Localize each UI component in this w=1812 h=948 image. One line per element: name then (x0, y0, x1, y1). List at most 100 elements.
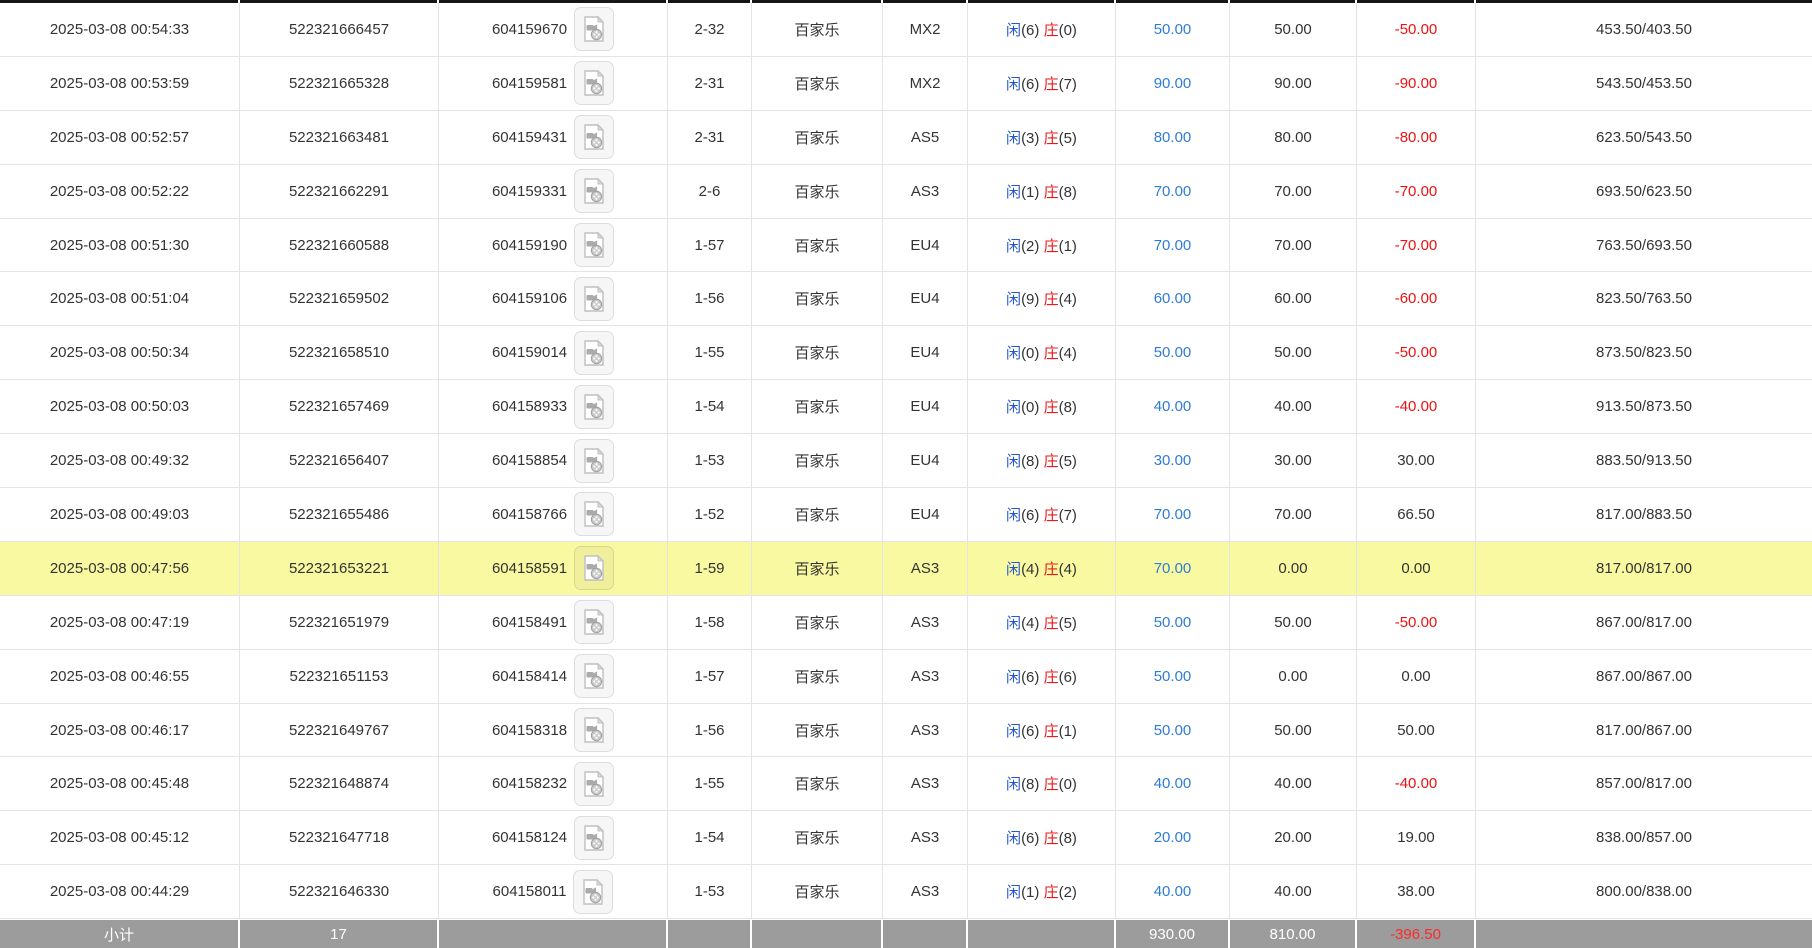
balance-before-after: 623.50/543.50 (1476, 110, 1812, 165)
player-score: (4) (1021, 560, 1040, 578)
player-score: (6) (1021, 21, 1040, 39)
round-id: 604159670 (491, 20, 568, 38)
round-id-cell: 604158318 (439, 703, 668, 758)
video-replay-button[interactable] (574, 492, 615, 537)
game-result: 闲(6) 庄(6) (968, 649, 1116, 704)
bet-id: 522321649767 (240, 703, 439, 758)
round-number: 1-53 (668, 434, 752, 489)
video-replay-button[interactable] (574, 7, 615, 52)
banker-label: 庄 (1043, 884, 1059, 902)
bet-time: 2025-03-08 00:50:03 (0, 380, 240, 435)
player-score: (0) (1021, 345, 1040, 363)
video-replay-button[interactable] (574, 600, 615, 645)
video-replay-button[interactable] (574, 708, 615, 753)
game-name: 百家乐 (752, 488, 883, 542)
valid-bet-amount: 70.00 (1230, 488, 1357, 542)
table-code: MX2 (883, 56, 968, 111)
bet-time: 2025-03-08 00:47:19 (0, 595, 240, 650)
game-name: 百家乐 (752, 541, 883, 596)
round-id-cell: 604159190 (439, 218, 668, 273)
win-loss-value: -50.00 (1394, 613, 1438, 631)
banker-score: (5) (1058, 453, 1077, 471)
table-row[interactable]: 2025-03-08 00:51:04 522321659502 6041591… (0, 272, 1812, 327)
win-loss: -60.00 (1357, 272, 1476, 327)
banker-score: (4) (1058, 345, 1077, 363)
video-replay-button[interactable] (574, 276, 615, 321)
table-row[interactable]: 2025-03-08 00:50:34 522321658510 6041590… (0, 326, 1812, 381)
bet-time: 2025-03-08 00:49:32 (0, 434, 240, 489)
balance-before-after: 913.50/873.50 (1476, 380, 1812, 435)
player-score: (6) (1021, 722, 1040, 740)
table-row[interactable]: 2025-03-08 00:47:56 522321653221 6041585… (0, 541, 1812, 596)
player-label: 闲 (1006, 183, 1022, 201)
table-row[interactable]: 2025-03-08 00:45:48 522321648874 6041582… (0, 757, 1812, 812)
valid-bet-amount: 0.00 (1230, 649, 1357, 704)
table-row[interactable]: 2025-03-08 00:49:32 522321656407 6041588… (0, 434, 1812, 489)
banker-label: 庄 (1043, 183, 1059, 201)
table-row[interactable]: 2025-03-08 00:46:55 522321651153 6041584… (0, 649, 1812, 704)
video-replay-button[interactable] (574, 223, 615, 267)
round-id-cell: 604159581 (439, 56, 668, 111)
banker-score: (4) (1058, 291, 1077, 309)
table-row[interactable]: 2025-03-08 00:47:19 522321651979 6041584… (0, 595, 1812, 650)
banker-score: (0) (1058, 21, 1077, 39)
valid-bet-amount: 40.00 (1230, 380, 1357, 435)
win-loss: -70.00 (1357, 164, 1476, 219)
player-score: (6) (1021, 75, 1040, 93)
video-replay-button[interactable] (574, 115, 615, 160)
game-result: 闲(0) 庄(8) (968, 380, 1116, 435)
table-code: EU4 (883, 218, 968, 273)
table-row[interactable]: 2025-03-08 00:50:03 522321657469 6041589… (0, 380, 1812, 435)
valid-bet-amount: 50.00 (1230, 3, 1357, 57)
bet-time: 2025-03-08 00:45:12 (0, 811, 240, 866)
video-replay-button[interactable] (574, 61, 615, 106)
video-replay-button[interactable] (574, 169, 615, 214)
video-replay-button[interactable] (573, 869, 614, 914)
table-row[interactable]: 2025-03-08 00:51:30 522321660588 6041591… (0, 218, 1812, 273)
table-code: AS3 (883, 811, 968, 866)
video-replay-button[interactable] (574, 546, 615, 591)
video-replay-button[interactable] (574, 330, 615, 375)
bet-amount: 30.00 (1116, 434, 1230, 489)
bet-time: 2025-03-08 00:52:57 (0, 110, 240, 165)
table-row[interactable]: 2025-03-08 00:45:12 522321647718 6041581… (0, 811, 1812, 866)
table-row[interactable]: 2025-03-08 00:52:57 522321663481 6041594… (0, 110, 1812, 165)
table-row[interactable]: 2025-03-08 00:53:59 522321665328 6041595… (0, 56, 1812, 111)
round-id: 604158232 (491, 775, 568, 793)
round-id-cell: 604158232 (439, 757, 668, 812)
table-row[interactable]: 2025-03-08 00:52:22 522321662291 6041593… (0, 164, 1812, 219)
player-label: 闲 (1006, 614, 1022, 632)
video-replay-icon (584, 393, 605, 420)
bet-amount: 70.00 (1116, 218, 1230, 273)
player-label: 闲 (1006, 560, 1022, 578)
win-loss: 0.00 (1357, 541, 1476, 596)
video-replay-button[interactable] (574, 815, 615, 860)
bet-id: 522321657469 (240, 380, 439, 435)
video-replay-button[interactable] (574, 761, 615, 806)
win-loss-value: -70.00 (1394, 182, 1438, 200)
table-row[interactable]: 2025-03-08 00:46:17 522321649767 6041583… (0, 703, 1812, 758)
player-score: (6) (1021, 506, 1040, 524)
banker-score: (1) (1058, 237, 1077, 255)
round-number: 1-58 (668, 595, 752, 650)
video-replay-button[interactable] (574, 438, 615, 483)
table-row[interactable]: 2025-03-08 00:49:03 522321655486 6041587… (0, 488, 1812, 542)
win-loss-value: 19.00 (1397, 829, 1435, 847)
round-number: 1-57 (668, 649, 752, 704)
win-loss: -70.00 (1357, 218, 1476, 273)
video-replay-icon (583, 878, 604, 905)
bet-time: 2025-03-08 00:46:17 (0, 703, 240, 758)
round-id-cell: 604159106 (439, 272, 668, 327)
bet-time: 2025-03-08 00:46:55 (0, 649, 240, 704)
table-code: AS3 (883, 703, 968, 758)
player-label: 闲 (1006, 722, 1022, 740)
video-replay-button[interactable] (574, 654, 615, 699)
game-name: 百家乐 (752, 434, 883, 489)
table-row[interactable]: 2025-03-08 00:44:29 522321646330 6041580… (0, 865, 1812, 920)
banker-score: (0) (1058, 776, 1077, 794)
round-id: 604158591 (491, 559, 568, 577)
table-row[interactable]: 2025-03-08 00:54:33 522321666457 6041596… (0, 3, 1812, 57)
round-id: 604158011 (492, 883, 567, 901)
video-replay-button[interactable] (574, 384, 615, 429)
